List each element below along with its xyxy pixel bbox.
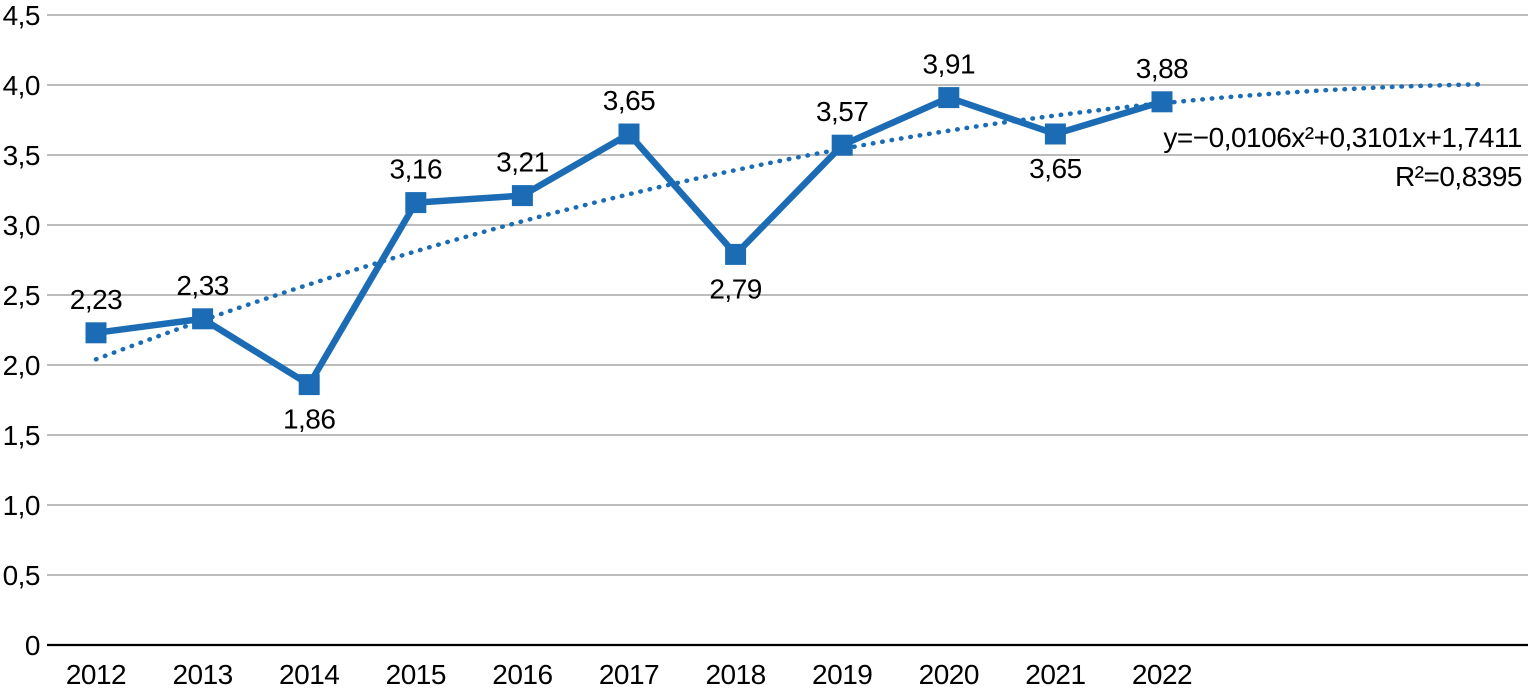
x-axis-tick-label: 2018 <box>705 659 765 690</box>
data-point-marker <box>938 87 960 109</box>
data-point-label: 3,91 <box>923 49 976 80</box>
y-axis-tick-label: 4,0 <box>3 70 40 101</box>
data-point-marker <box>85 322 107 344</box>
y-axis-tick-label: 1,5 <box>3 420 40 451</box>
y-axis-tick-label: 2,0 <box>3 350 40 381</box>
data-point-marker <box>1151 91 1173 113</box>
data-point-label: 3,65 <box>603 85 656 116</box>
data-point-marker <box>298 374 320 396</box>
trendline-equation-label: y=−0,0106x²+0,3101x+1,7411 <box>1163 122 1522 153</box>
y-axis-tick-label: 1,0 <box>3 490 40 521</box>
data-point-marker <box>405 192 427 214</box>
x-axis-tick-label: 2014 <box>279 659 339 690</box>
x-axis-tick-label: 2019 <box>812 659 872 690</box>
y-axis-tick-label: 3,0 <box>3 210 40 241</box>
y-axis-tick-label: 2,5 <box>3 280 40 311</box>
y-axis-tick-label: 3,5 <box>3 140 40 171</box>
gridlines <box>47 14 1528 576</box>
x-axis-tick-label: 2013 <box>172 659 232 690</box>
data-point-marker <box>1044 123 1066 145</box>
data-point-marker <box>192 308 214 330</box>
trendline <box>93 82 1485 362</box>
data-point-label: 3,21 <box>496 147 549 178</box>
y-axis-tick-label: 0 <box>25 630 40 661</box>
data-point-label: 3,65 <box>1029 153 1082 184</box>
x-axis-tick-label: 2016 <box>492 659 552 690</box>
data-point-marker <box>618 123 640 145</box>
data-point-marker <box>831 134 853 156</box>
data-point-label: 2,79 <box>709 273 762 304</box>
y-axis-labels: 0 0,5 1,0 1,5 2,0 2,5 3,0 3,5 4,0 4,5 <box>3 0 41 661</box>
x-axis-tick-label: 2017 <box>599 659 659 690</box>
x-axis-tick-label: 2015 <box>386 659 446 690</box>
data-point-labels: 2,23 2,33 1,86 3,16 3,21 3,65 2,79 3,57 3,91 3,65… <box>70 49 1189 435</box>
data-point-marker <box>511 185 533 207</box>
data-point-marker <box>725 243 747 265</box>
x-axis-tick-label: 2020 <box>919 659 979 690</box>
y-axis-tick-label: 0,5 <box>3 560 40 591</box>
x-axis-tick-label: 2022 <box>1132 659 1192 690</box>
data-point-label: 1,86 <box>283 404 336 435</box>
x-axis-tick-label: 2012 <box>66 659 126 690</box>
trendline-equation-block: y=−0,0106x²+0,3101x+1,7411 R²=0,8395 <box>1163 118 1522 196</box>
data-point-label: 3,16 <box>390 154 443 185</box>
data-point-label: 2,23 <box>70 284 123 315</box>
y-axis-tick-label: 4,5 <box>3 0 40 31</box>
data-point-label: 3,88 <box>1136 53 1189 84</box>
x-axis-tick-label: 2021 <box>1025 659 1085 690</box>
x-axis-labels: 2012 2013 2014 2015 2016 2017 2018 2019 2020 2021… <box>66 659 1193 690</box>
trendline-r-squared-label: R²=0,8395 <box>1394 161 1523 192</box>
data-point-label: 3,57 <box>816 96 869 127</box>
data-point-label: 2,33 <box>176 270 229 301</box>
data-point-markers <box>85 87 1173 396</box>
